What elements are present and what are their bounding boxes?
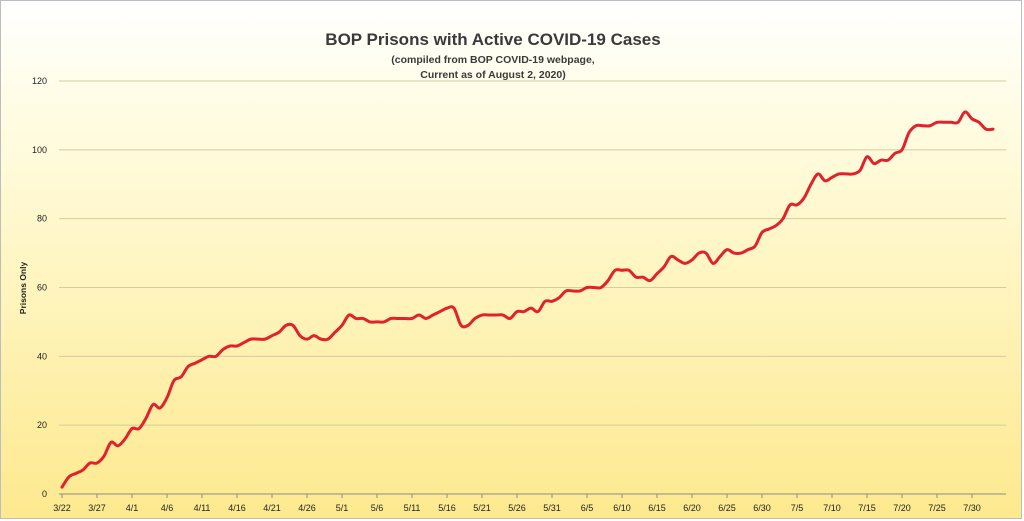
x-tick-label: 5/11 <box>404 503 421 513</box>
x-tick-label: 6/15 <box>648 503 666 513</box>
y-tick-label: 60 <box>37 283 47 293</box>
x-tick-label: 3/27 <box>88 503 106 513</box>
x-tick-label: 6/25 <box>718 503 736 513</box>
x-tick-label: 6/5 <box>581 503 594 513</box>
x-tick-label: 7/15 <box>858 503 876 513</box>
x-tick-label: 5/26 <box>508 503 526 513</box>
x-tick-label: 5/1 <box>336 503 349 513</box>
x-tick-label: 7/10 <box>823 503 841 513</box>
chart-subtitle-line-1: (compiled from BOP COVID-19 webpage, <box>391 54 595 66</box>
chart-subtitle-line-2: Current as of August 2, 2020) <box>420 69 565 81</box>
y-tick-label: 20 <box>37 420 47 430</box>
x-tick-label: 4/26 <box>298 503 316 513</box>
x-tick-label: 5/6 <box>371 503 384 513</box>
y-tick-label: 0 <box>42 489 47 499</box>
x-tick-label: 6/20 <box>683 503 701 513</box>
x-tick-label: 4/21 <box>263 503 281 513</box>
x-tick-label: 4/1 <box>126 503 139 513</box>
y-tick-label: 80 <box>37 214 47 224</box>
x-tick-label: 4/16 <box>228 503 246 513</box>
y-tick-label: 40 <box>37 351 47 361</box>
x-tick-label: 6/10 <box>613 503 631 513</box>
x-tick-label: 7/20 <box>893 503 911 513</box>
x-tick-label: 5/16 <box>438 503 456 513</box>
y-tick-label: 100 <box>32 145 47 155</box>
x-tick-label: 4/6 <box>161 503 174 513</box>
x-tick-label: 7/5 <box>791 503 804 513</box>
y-axis-label: Prisons Only <box>18 262 28 315</box>
x-tick-label: 6/30 <box>753 503 771 513</box>
x-tick-label: 4/11 <box>194 503 211 513</box>
chart-title: BOP Prisons with Active COVID-19 Cases <box>325 30 660 49</box>
x-tick-label: 7/30 <box>963 503 981 513</box>
x-tick-label: 3/22 <box>53 503 71 513</box>
y-tick-label: 120 <box>32 76 47 86</box>
x-tick-label: 7/25 <box>928 503 946 513</box>
x-tick-label: 5/31 <box>543 503 561 513</box>
series-line <box>60 110 995 489</box>
x-tick-label: 5/21 <box>473 503 491 513</box>
